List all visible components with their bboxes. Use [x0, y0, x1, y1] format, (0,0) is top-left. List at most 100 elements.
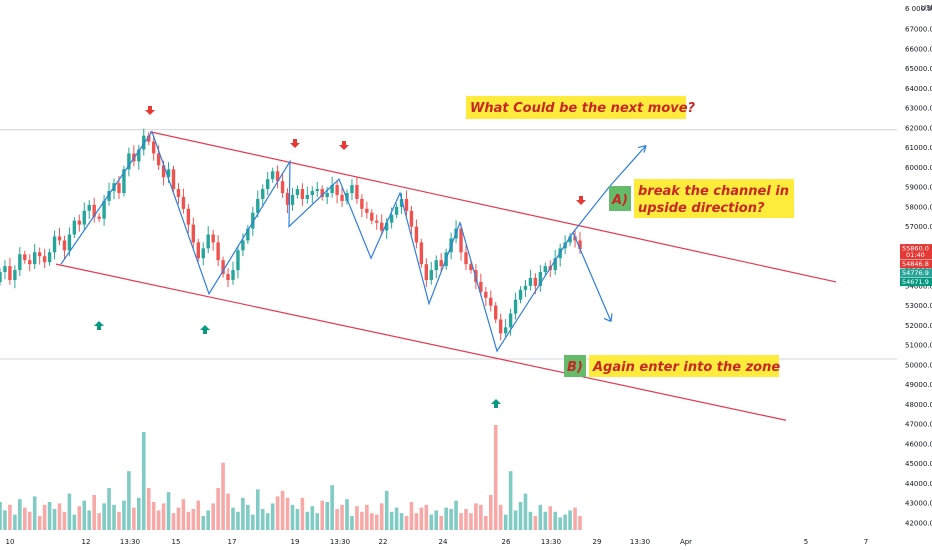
zigzag-down-arrowhead — [603, 313, 613, 322]
volume-bar — [42, 504, 47, 530]
x-tick-label: 19 — [291, 538, 300, 546]
candle-body — [340, 194, 344, 201]
volume-bar — [226, 493, 230, 530]
y-tick-label: 50000.0 — [905, 361, 932, 369]
y-tick-label: 54000.0 — [905, 282, 932, 290]
candle-body — [221, 260, 225, 275]
volume-bar — [92, 495, 96, 530]
candle-body — [360, 198, 364, 209]
x-tick-label: 13:30 — [541, 538, 561, 546]
volume-bar — [384, 490, 389, 530]
option-a-label[interactable]: A) break the channel in upside direction… — [609, 179, 794, 218]
y-tick-label: 65000.0 — [905, 65, 932, 73]
volume-bar — [568, 510, 572, 530]
candle-body — [206, 234, 210, 249]
volume-bar — [32, 496, 37, 530]
volume-bar — [275, 496, 280, 530]
volume-bar — [156, 510, 161, 530]
candle-body — [439, 260, 443, 267]
volume-bar — [459, 513, 463, 530]
candle-body — [62, 240, 67, 251]
candle-body — [13, 270, 17, 280]
x-tick-label: Apr — [680, 538, 692, 546]
y-tick-label: 51000.0 — [905, 342, 932, 350]
candle-body — [290, 194, 295, 205]
candle-body — [161, 165, 166, 178]
sell-arrow-icon — [290, 139, 300, 148]
candle-body — [419, 242, 424, 265]
volume-bar — [533, 516, 538, 530]
candle-body — [305, 194, 310, 199]
candle-body — [399, 198, 404, 207]
candle-body — [33, 252, 37, 265]
candle-body — [211, 234, 215, 243]
price-label-bg — [900, 259, 932, 269]
volume-bar — [171, 513, 176, 530]
candle-body — [578, 240, 582, 250]
volume-bar — [399, 513, 404, 530]
y-tick-label: 67000.0 — [905, 26, 932, 34]
candle-body — [42, 256, 47, 263]
candle-body — [0, 272, 2, 282]
volume-bar — [444, 507, 448, 530]
sell-arrow-icon — [145, 106, 155, 115]
volume-bar — [484, 516, 488, 530]
volume-bar — [18, 499, 22, 530]
zigzag-path[interactable] — [60, 130, 647, 353]
candle-body — [122, 169, 126, 194]
volume-bar — [37, 516, 42, 530]
candle-body — [251, 212, 255, 229]
volume-bar — [469, 513, 473, 530]
candle-body — [23, 254, 27, 261]
volume-bar — [176, 507, 181, 530]
candle-body — [117, 183, 121, 194]
y-tick-label: 53000.0 — [905, 302, 932, 310]
candle-body — [28, 260, 32, 265]
candle-body — [265, 179, 270, 190]
volume-bar — [518, 502, 523, 530]
x-tick-label: 13:30 — [330, 538, 350, 546]
option-b-letter: B) — [567, 360, 583, 375]
candle-body — [226, 274, 230, 280]
volume-bar — [563, 514, 567, 530]
option-b-letter-bg — [564, 355, 586, 377]
volume-bar — [255, 489, 260, 530]
volume-bar — [439, 516, 443, 530]
candle-body — [479, 281, 483, 292]
volume-bar — [137, 497, 141, 530]
volume-bar — [300, 497, 305, 530]
volume-bar — [52, 509, 57, 530]
volume-bar — [87, 510, 92, 530]
volume-bar — [107, 488, 111, 530]
candle-body — [513, 299, 518, 314]
trend-channel[interactable] — [55, 131, 837, 421]
x-tick-label: 26 — [502, 538, 511, 546]
option-b-text: Again enter into the zone — [592, 360, 780, 375]
volume-bar — [206, 510, 211, 530]
volume-bar — [523, 493, 528, 530]
volume-bar — [350, 516, 354, 530]
price-label-bg — [900, 244, 932, 260]
x-tick-label: 12 — [82, 538, 91, 546]
x-tick-label: 5 — [804, 538, 808, 546]
candle-body — [87, 204, 91, 211]
option-b-label[interactable]: B) Again enter into the zone — [564, 355, 780, 377]
top-partial-tick: 6 000.0 — [905, 5, 932, 13]
volume-bar — [508, 471, 513, 530]
candle-body — [375, 220, 379, 223]
candle-body — [261, 189, 265, 199]
volume-bar — [270, 503, 275, 530]
volume-bar — [22, 507, 27, 530]
volume-bar — [77, 506, 82, 530]
volume-bar — [389, 511, 394, 530]
volume-bar — [315, 513, 320, 530]
volume-bar — [102, 503, 106, 530]
time-axis[interactable]: 10 12 13:30 15 17 19 13:30 22 24 26 13:30 29 13:30 Ap… — [6, 538, 869, 546]
question-label[interactable]: What Could be the next move? — [466, 96, 696, 119]
volume-bar — [186, 511, 191, 530]
volume-bar — [151, 502, 156, 530]
price-label-value: 55860.0 — [902, 245, 929, 253]
volume-bar — [280, 490, 285, 530]
candle-body — [528, 277, 533, 286]
